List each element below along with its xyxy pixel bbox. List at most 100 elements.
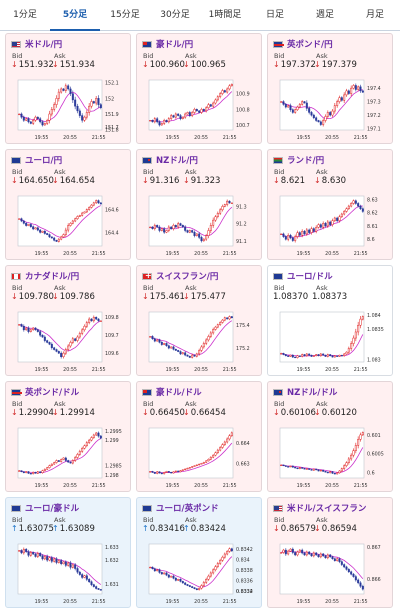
candle-body <box>92 101 95 104</box>
bid-label: Bid <box>12 168 23 176</box>
candle-body <box>163 343 166 345</box>
candle <box>333 102 336 114</box>
candle-body <box>350 571 353 575</box>
candle-body <box>29 121 32 124</box>
candle <box>352 199 355 205</box>
rate-card[interactable]: ユーロ/豪ドル Bid Ask ↑1.63075 ↑1.63089 1.633 1… <box>5 497 131 608</box>
candle <box>81 328 84 336</box>
candle-body <box>158 471 161 474</box>
candle <box>315 116 318 122</box>
rate-card[interactable]: ユーロ/円 Bid Ask ↓164.650 ↓164.654 164.6 164… <box>5 149 131 260</box>
candle-body <box>322 469 325 472</box>
rate-card[interactable]: ランド/円 Bid Ask ↓8.621 ↓8.630 8.63 8.62 8.61… <box>267 149 393 260</box>
candle <box>149 471 152 473</box>
tab-1分足[interactable]: 1分足 <box>13 10 37 20</box>
rate-card[interactable]: スイスフラン/円 Bid Ask ↓175.461 ↓175.477 175.4… <box>136 265 262 376</box>
price-chart[interactable]: 0.601 0.6005 0.6 19:55 20:55 21:55 <box>272 424 390 490</box>
bid-label: Bid <box>143 168 154 176</box>
candle <box>324 221 327 228</box>
candle-body <box>158 121 161 126</box>
price-chart[interactable]: 100.9 100.8 100.7 19:55 20:55 21:55 <box>141 76 259 142</box>
candle-body <box>315 552 318 556</box>
pair-name: 豪ドル/ドル <box>156 388 202 398</box>
price-chart[interactable]: 175.4 175.2 19:55 20:55 21:55 <box>141 308 259 374</box>
candle-body <box>294 236 297 241</box>
tab-月足[interactable]: 月足 <box>365 10 384 20</box>
tab-30分足[interactable]: 30分足 <box>160 10 190 20</box>
rate-card[interactable]: NZドル/ドル Bid Ask ↓0.60106 ↓0.60120 0.601 0… <box>267 381 393 492</box>
price-chart[interactable]: 1.2995 1.299 1.2985 1.298 19:55 20:55 21:55 <box>10 424 128 490</box>
candle-body <box>67 345 70 350</box>
price-chart[interactable]: 0.867 0.866 19:55 20:55 21:55 <box>272 540 390 606</box>
rate-card[interactable]: ユーロ/英ポンド Bid Ask ↑0.83416 ↑0.83424 0.834… <box>136 497 262 608</box>
price-chart[interactable]: 1.633 1.632 1.631 19:55 20:55 21:55 <box>10 540 128 606</box>
candle-body <box>156 569 159 572</box>
y-tick-label: 91.1 <box>236 239 247 245</box>
candle-body <box>53 104 56 110</box>
candle-body <box>357 439 360 446</box>
candle-body <box>85 442 88 446</box>
y-tick-label: 91.2 <box>236 222 247 228</box>
price-chart[interactable]: 0.8342 0.834 0.8338 0.8336 0.8334 0.8332 19:55… <box>141 540 259 606</box>
candle-body <box>174 470 177 473</box>
flag-icon <box>273 504 283 512</box>
down-arrow-icon: ↓ <box>52 408 59 417</box>
candle <box>352 84 355 90</box>
ask-value: ↓8.630 <box>314 176 346 186</box>
price-chart[interactable]: 109.8 109.7 109.6 19:55 20:55 21:55 <box>10 308 128 374</box>
rate-card[interactable]: ユーロ/ドル Bid Ask 1.08370 1.08373 1.084 1.08… <box>267 265 393 376</box>
candle <box>50 236 53 239</box>
candle-body <box>294 552 297 556</box>
rate-card[interactable]: カナダドル/円 Bid Ask ↓109.780 ↓109.786 109.8 1… <box>5 265 131 376</box>
y-tick-label: 1.298 <box>105 473 119 479</box>
price-chart[interactable]: 91.3 91.2 91.1 19:55 20:55 21:55 <box>141 192 259 258</box>
candle <box>165 571 168 577</box>
y-tick-label: 0.834 <box>236 557 250 563</box>
candle-body <box>333 105 336 112</box>
rate-card[interactable]: NZドル/円 Bid Ask ↓91.316 ↓91.323 91.3 91.2 9… <box>136 149 262 260</box>
tab-1時間足[interactable]: 1時間足 <box>208 10 242 20</box>
pair-header: スイスフラン/円 <box>142 270 218 282</box>
candle-body <box>170 471 173 474</box>
y-tick-label: 197.4 <box>367 86 381 92</box>
candle-body <box>181 581 184 584</box>
x-tick-label: 19:55 <box>297 367 311 373</box>
price-chart[interactable]: 8.63 8.62 8.61 8.6 19:55 20:55 21:55 <box>272 192 390 258</box>
candle <box>294 234 297 243</box>
price-chart[interactable]: 1.084 1.0835 1.083 19:55 20:55 21:55 <box>272 308 390 374</box>
x-tick-label: 19:55 <box>35 367 49 373</box>
y-tick-label: 151.8 <box>105 128 119 134</box>
candle-body <box>284 354 287 357</box>
rate-card[interactable]: 米ドル/スイスフラン Bid Ask ↓0.86579 ↓0.86594 0.8… <box>267 497 393 608</box>
candle <box>43 555 46 561</box>
tab-週足[interactable]: 週足 <box>315 10 334 20</box>
candle <box>32 551 35 555</box>
candle <box>301 100 304 106</box>
bid-number: 0.60106 <box>280 408 316 418</box>
tab-5分足[interactable]: 5分足 <box>50 0 100 31</box>
y-tick-label: 197.1 <box>367 127 381 133</box>
candle <box>90 203 93 209</box>
ask-label: Ask <box>185 516 197 524</box>
tab-日足[interactable]: 日足 <box>265 10 284 20</box>
candle-body <box>200 109 203 113</box>
down-arrow-icon: ↓ <box>314 524 321 533</box>
candle <box>62 233 65 239</box>
rate-card[interactable]: 米ドル/円 Bid Ask ↓151.932 ↓151.934 152.1 152… <box>5 33 131 144</box>
tab-15分足[interactable]: 15分足 <box>110 10 140 20</box>
up-arrow-icon: ↑ <box>142 524 149 533</box>
candlestick-chart: 91.3 91.2 91.1 19:55 20:55 21:55 <box>148 195 247 257</box>
price-chart[interactable]: 197.4 197.3 197.2 197.1 19:55 20:55 21:55 <box>272 76 390 142</box>
candle-body <box>305 353 308 357</box>
candle <box>165 342 168 347</box>
candle <box>221 88 224 96</box>
price-chart[interactable]: 164.6 164.4 19:55 20:55 21:55 <box>10 192 128 258</box>
price-chart[interactable]: 0.664 0.663 19:55 20:55 21:55 <box>141 424 259 490</box>
rate-card[interactable]: 英ポンド/ドル Bid Ask ↓1.29904 ↓1.29914 1.2995… <box>5 381 131 492</box>
rate-card[interactable]: 豪ドル/ドル Bid Ask ↓0.66450 ↓0.66454 0.664 0.… <box>136 381 262 492</box>
price-chart[interactable]: 152.1 152 151.9 151.8 151.7 19:55 20:55 21:55 <box>10 76 128 142</box>
rate-card[interactable]: 豪ドル/円 Bid Ask ↓100.960 ↓100.965 100.9 100… <box>136 33 262 144</box>
x-tick-label: 19:55 <box>166 483 180 489</box>
rate-card[interactable]: 英ポンド/円 Bid Ask ↓197.372 ↓197.379 197.4 19… <box>267 33 393 144</box>
candle-body <box>25 118 28 121</box>
